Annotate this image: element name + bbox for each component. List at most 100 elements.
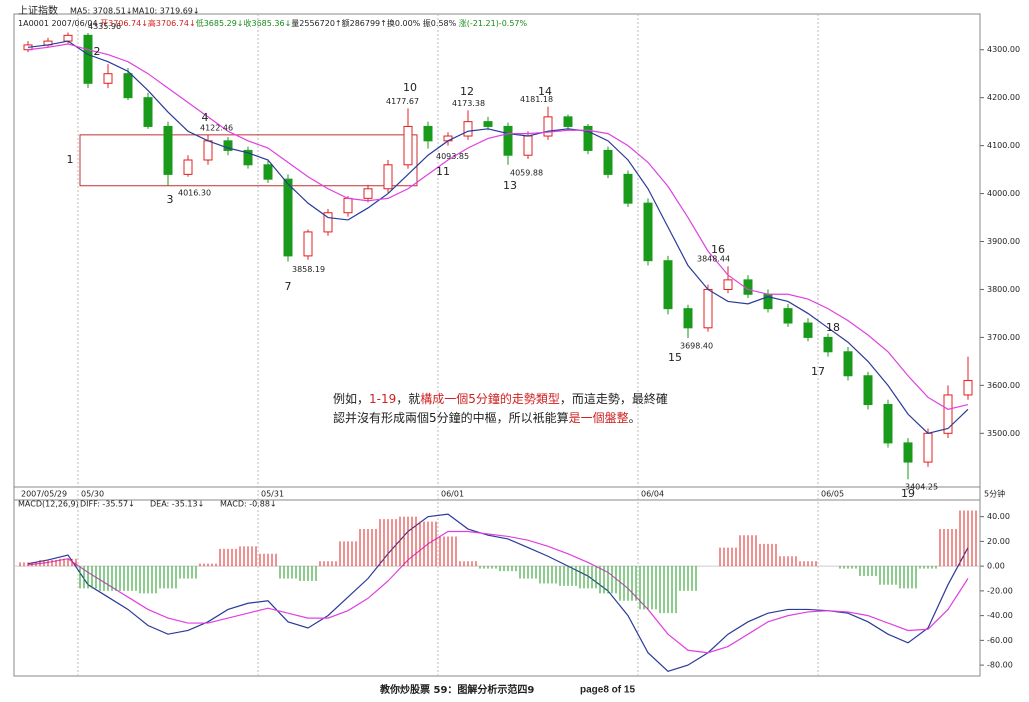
candle-body — [883, 404, 893, 444]
candle-body — [283, 178, 293, 257]
candle-body — [663, 260, 673, 310]
candle-body — [903, 442, 913, 463]
candle-body — [623, 173, 633, 204]
y-tick-label: -40.00 — [987, 611, 1013, 620]
x-tick-label: 06/05 — [821, 490, 844, 499]
y-tick-label: -80.00 — [987, 661, 1013, 670]
candle-body — [963, 380, 973, 396]
x-tick-label: 05/30 — [81, 490, 104, 499]
candle-body — [783, 308, 793, 324]
text-segment: 認并沒有形成兩個5分鐘的中樞，所以衹能算 — [333, 410, 569, 425]
note: 例如，1-19，就構成一個5分鐘的走勢類型，而這走勢，最終確 — [333, 391, 668, 406]
note: 認并沒有形成兩個5分鐘的中樞，所以衹能算是一個盤整。 — [333, 410, 641, 425]
candle-body — [863, 375, 873, 406]
text-segment: 例如， — [333, 391, 369, 406]
candle-body — [423, 125, 433, 142]
text-segment: 开3706.74↓高3706.74↓ — [100, 18, 196, 28]
extreme-label: 3698.40 — [680, 342, 713, 351]
point-label: 17 — [811, 365, 825, 378]
legend-entry: MA5: 3708.51↓ — [70, 7, 133, 16]
point-label: 11 — [436, 165, 450, 178]
candle-body — [303, 231, 313, 257]
candle-body — [83, 34, 93, 84]
legend-entry: MA10: 3719.69↓ — [132, 7, 200, 16]
candle-body — [843, 351, 853, 377]
point-label: 13 — [503, 179, 517, 192]
point-label: 10 — [403, 81, 417, 94]
y-tick-label: 4100.00 — [987, 141, 1020, 150]
y-tick-label: 0.00 — [987, 562, 1005, 571]
candle-body — [403, 125, 413, 166]
candle-body — [63, 34, 73, 42]
text-segment: 構成一個5分鐘的走勢類型 — [420, 391, 560, 406]
y-tick-label: 4200.00 — [987, 93, 1020, 102]
y-tick-label: 40.00 — [987, 512, 1010, 521]
legend-entry: DIFF: -35.57↓ — [80, 500, 135, 509]
candle-body — [363, 188, 373, 199]
candle-body — [143, 97, 153, 127]
point-label: 7 — [285, 280, 292, 293]
point-label: 4 — [202, 111, 209, 124]
x-tick-label: 06/01 — [441, 490, 464, 499]
y-tick-label: 3800.00 — [987, 285, 1020, 294]
footer: page8 of 15 — [580, 685, 635, 696]
y-tick-label: 20.00 — [987, 537, 1010, 546]
y-tick-label: 4000.00 — [987, 189, 1020, 198]
macd-line — [27, 513, 969, 672]
title: 上证指数 — [18, 4, 58, 17]
extreme-label: 4122.46 — [200, 123, 233, 132]
point-label: 18 — [826, 321, 840, 334]
legend-entry: MACD: -0.88↓ — [220, 500, 277, 509]
candle-body — [483, 121, 493, 127]
extreme-label: 3858.19 — [292, 265, 325, 274]
candle-body — [103, 73, 113, 84]
candle-body — [243, 149, 253, 166]
x-tick-label: 05/31 — [261, 490, 284, 499]
point-label: 3 — [167, 193, 174, 206]
extreme-label: 4335.96 — [88, 22, 121, 31]
ma-line — [27, 43, 969, 410]
footer: 教你炒股票 59：图解分析示范四9 — [379, 683, 534, 696]
candle-body — [503, 125, 513, 156]
extreme-label: 4093.85 — [436, 152, 469, 161]
text-segment: ，而這走勢，最終確 — [560, 391, 668, 406]
point-label: 15 — [668, 351, 682, 364]
point-label: 1 — [67, 153, 74, 166]
y-tick-label: 4300.00 — [987, 45, 1020, 54]
candle-body — [183, 159, 193, 175]
extreme-label: 4173.38 — [452, 99, 485, 108]
point-label: 14 — [538, 85, 552, 98]
point-label: 12 — [460, 85, 474, 98]
extreme-label: 4181.18 — [520, 95, 553, 104]
candle-body — [263, 164, 273, 180]
extreme-label: 4177.67 — [386, 97, 419, 106]
text-segment: ，就 — [396, 392, 420, 406]
extreme-label: 4016.30 — [178, 188, 211, 197]
ma-line — [27, 40, 969, 434]
text-segment: 量2556720↑额286799↑换0.00% 振0.58% — [291, 18, 459, 28]
legend-entry: DEA: -35.13↓ — [150, 500, 204, 509]
extreme-label: 3848.44 — [697, 255, 730, 264]
candle-body — [563, 116, 573, 127]
candle-body — [343, 197, 353, 214]
text-segment: 1-19 — [369, 392, 396, 406]
y-tick-label: 3500.00 — [987, 429, 1020, 438]
point-label: 2 — [94, 45, 101, 58]
y-tick-label: 3700.00 — [987, 333, 1020, 342]
y-tick-label: 3900.00 — [987, 237, 1020, 246]
candle-body — [223, 140, 233, 151]
candle-body — [123, 73, 133, 99]
candle-body — [643, 202, 653, 262]
candle-body — [703, 288, 713, 329]
extreme-label: 4059.88 — [510, 168, 543, 177]
candle-body — [383, 164, 393, 190]
candle-body — [723, 279, 733, 290]
x-tick-label: 2007/05/29 — [21, 490, 67, 499]
x-tick-label: 06/04 — [641, 490, 664, 499]
text-segment: 。 — [629, 411, 641, 425]
point-label: 16 — [711, 243, 725, 256]
frame — [13, 13, 981, 677]
candle-body — [543, 116, 553, 137]
